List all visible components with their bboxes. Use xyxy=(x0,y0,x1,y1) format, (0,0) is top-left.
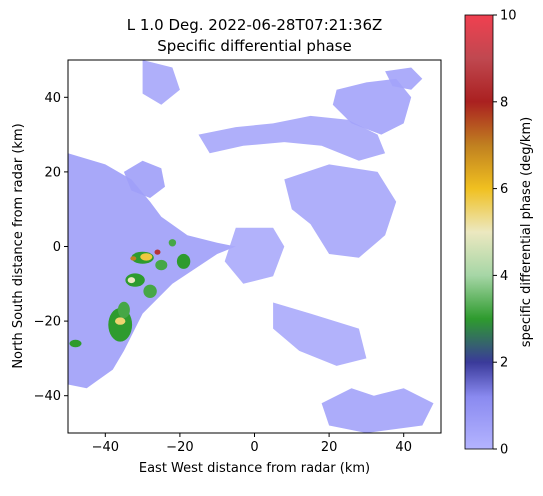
x-tick-label: 0 xyxy=(250,440,258,455)
colorbar: 0 2 4 6 8 10 specific differential phase (deg… xyxy=(464,9,534,458)
region-northwest-cell xyxy=(123,160,165,198)
cell-11 xyxy=(127,277,136,284)
cell-7 xyxy=(168,239,177,247)
cell-5 xyxy=(155,259,168,271)
x-tick-label: 40 xyxy=(395,440,412,455)
region-northeast-upper xyxy=(385,67,423,90)
y-axis-label: North South distance from radar (km) xyxy=(11,123,26,368)
colorbar-ticks: 0 2 4 6 8 10 xyxy=(493,9,517,458)
x-axis-ticks: −40 −20 0 20 40 xyxy=(92,433,412,455)
region-center-scatter xyxy=(224,227,285,284)
precip-regions xyxy=(68,60,434,433)
colorbar-tick-label: 4 xyxy=(500,269,508,284)
colorbar-tick-label: 8 xyxy=(500,95,508,110)
y-axis-ticks: −40 −20 0 20 40 xyxy=(34,91,68,404)
region-north-arc xyxy=(198,115,386,161)
cell-3 xyxy=(143,284,157,298)
cell-1 xyxy=(117,301,130,319)
colorbar-label: specific differential phase (deg/km) xyxy=(519,117,534,347)
chart-title: L 1.0 Deg. 2022-06-28T07:21:36Z xyxy=(127,16,383,34)
x-tick-label: −20 xyxy=(166,440,193,455)
x-axis-label: East West distance from radar (km) xyxy=(139,461,370,476)
cell-12 xyxy=(154,249,161,255)
colorbar-tick-label: 0 xyxy=(500,443,508,458)
region-northeast-cell xyxy=(332,78,412,135)
colorbar-tick-label: 2 xyxy=(500,356,508,371)
cell-9 xyxy=(140,253,153,261)
x-tick-label: 20 xyxy=(321,440,338,455)
region-south-cell xyxy=(321,388,434,433)
region-southeast-patch xyxy=(273,302,367,366)
cell-8 xyxy=(69,339,82,348)
region-north-top xyxy=(142,60,180,105)
y-tick-label: 40 xyxy=(44,91,61,106)
region-east-swirl xyxy=(284,164,397,258)
chart-subtitle: Specific differential phase xyxy=(157,37,351,55)
y-tick-label: −20 xyxy=(34,315,61,330)
y-tick-label: −40 xyxy=(34,389,61,404)
y-tick-label: 20 xyxy=(44,165,61,180)
colorbar-tick-label: 10 xyxy=(500,9,517,24)
cell-6 xyxy=(176,253,191,269)
cell-10 xyxy=(115,317,126,325)
plot-area xyxy=(67,59,442,434)
precip-cells xyxy=(69,239,191,348)
colorbar-tick-label: 6 xyxy=(500,182,508,197)
y-tick-label: 0 xyxy=(53,240,61,255)
colorbar-gradient xyxy=(464,14,494,450)
cell-13 xyxy=(130,256,137,261)
x-tick-label: −40 xyxy=(92,440,119,455)
cell-2 xyxy=(125,273,145,287)
